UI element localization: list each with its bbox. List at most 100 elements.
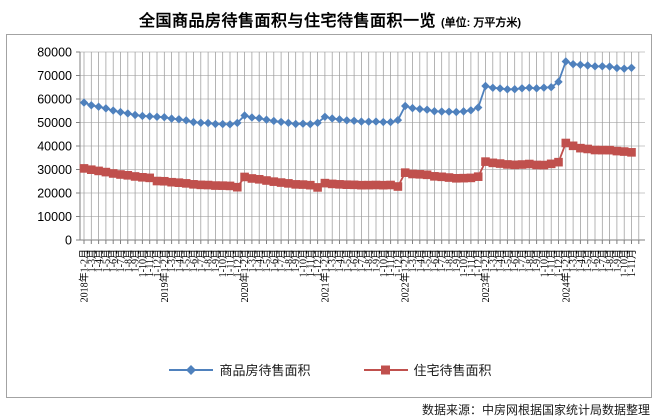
series-residential-marker	[473, 172, 483, 181]
series-commodity-marker	[233, 118, 242, 128]
series-residential-marker	[189, 180, 198, 189]
series-residential-marker	[466, 173, 476, 183]
series-commodity-marker	[437, 107, 446, 116]
x-axis-label: 1-12月	[312, 249, 324, 277]
legend-label-commodity: 商品房待售面积	[219, 363, 311, 378]
x-axis-label: 1-7月	[195, 249, 207, 272]
series-commodity-marker	[393, 115, 403, 125]
series-residential-marker	[327, 179, 337, 189]
x-axis-label: 1-11月	[305, 249, 317, 277]
series-residential-marker	[145, 173, 154, 183]
y-axis-label: 0	[65, 234, 72, 248]
series-residential-marker	[233, 182, 242, 192]
series-commodity-marker	[116, 107, 125, 117]
x-axis-label: 1-6月	[268, 249, 280, 272]
legend: 商品房待售面积 住宅待售面积	[0, 360, 660, 379]
x-axis-label: 1-7月	[356, 249, 368, 272]
diamond-marker-icon	[169, 364, 214, 375]
x-axis-label: 1-9月	[451, 249, 463, 272]
x-axis-label: 1-3月	[246, 249, 258, 272]
series-commodity-marker	[284, 118, 293, 128]
x-axis-label: 2019年1-2月	[158, 249, 171, 302]
series-residential-marker	[262, 176, 271, 185]
series-residential-marker	[291, 180, 300, 189]
series-residential-marker	[174, 178, 184, 187]
y-axis-label: 20000	[37, 187, 72, 201]
series-commodity-marker	[152, 112, 162, 122]
x-axis-label: 1-9月	[290, 249, 302, 272]
series-residential-marker	[276, 178, 286, 187]
x-axis-label: 1-3月	[166, 249, 178, 272]
y-axis-label: 40000	[37, 140, 72, 154]
series-residential-marker	[247, 174, 257, 183]
x-axis-label: 1-10月	[298, 249, 310, 277]
x-axis-label: 1-11月	[546, 249, 558, 277]
data-source-note: 数据来源：中房网根据国家统计局数据整理	[421, 403, 650, 417]
x-axis-label: 1-11月	[225, 249, 237, 277]
series-residential-marker	[116, 170, 125, 179]
x-axis-label: 1-4月	[495, 249, 507, 272]
x-axis-label: 1-4月	[414, 249, 426, 272]
series-commodity-marker	[291, 119, 300, 129]
series-residential-marker	[349, 180, 359, 190]
series-commodity-marker	[87, 101, 96, 110]
y-axis-label: 30000	[37, 163, 72, 177]
series-residential-marker	[371, 180, 381, 190]
x-axis-label: 1-5月	[100, 249, 112, 272]
series-commodity-marker	[269, 116, 278, 126]
x-axis-label: 1-4月	[254, 249, 266, 272]
x-axis-label: 1-6月	[509, 249, 521, 272]
x-axis-label: 1-12月	[232, 249, 244, 277]
x-axis-label: 1-11月	[385, 249, 397, 277]
series-residential-marker	[444, 173, 454, 182]
series-commodity-marker	[101, 104, 111, 113]
series-commodity-marker	[342, 116, 351, 125]
series-residential-marker	[342, 180, 352, 189]
series-residential-marker	[619, 147, 629, 156]
x-axis-label: 1-8月	[363, 249, 375, 272]
series-commodity-marker	[313, 118, 322, 128]
series-residential-marker	[284, 179, 293, 188]
x-axis-label: 1-3月	[407, 249, 419, 272]
x-axis-label: 2022年1-2月	[399, 249, 412, 302]
series-commodity-marker	[568, 59, 578, 69]
series-commodity-marker	[459, 107, 468, 116]
x-axis-label: 1-9月	[531, 249, 543, 272]
series-commodity-marker	[605, 62, 614, 71]
x-axis-label: 1-4月	[575, 249, 587, 272]
series-residential-marker	[379, 180, 388, 190]
series-commodity-marker	[444, 107, 454, 116]
x-axis-label: 1-3月	[487, 249, 499, 272]
x-axis-label: 1-6月	[429, 249, 441, 272]
x-axis-label: 1-10月	[137, 249, 149, 277]
series-residential-marker	[488, 158, 498, 168]
series-residential-marker	[576, 143, 585, 153]
series-commodity-marker	[415, 104, 424, 114]
y-axis-label: 70000	[37, 69, 72, 83]
series-residential-marker	[532, 160, 541, 170]
series-commodity-marker	[160, 113, 169, 122]
series-residential-marker	[481, 157, 490, 166]
series-residential-marker	[306, 180, 315, 190]
series-residential-marker	[612, 146, 622, 156]
x-axis-label: 1-6月	[590, 249, 602, 272]
series-commodity-marker	[576, 60, 585, 70]
series-residential-marker	[240, 172, 249, 182]
series-commodity-marker	[386, 117, 395, 127]
x-axis-label: 1-3月	[86, 249, 98, 272]
series-residential-marker	[415, 170, 425, 179]
x-axis-label: 1-8月	[524, 249, 536, 272]
y-axis-label: 80000	[37, 46, 72, 60]
x-axis-label: 1-4月	[173, 249, 185, 272]
x-axis-label: 1-7月	[276, 249, 288, 272]
y-axis-label: 50000	[37, 116, 72, 130]
series-commodity-marker	[328, 114, 337, 123]
x-axis-label: 2020年1-2月	[238, 249, 251, 302]
x-axis-label: 1-12月	[152, 249, 164, 277]
series-residential-marker	[590, 145, 600, 155]
series-commodity-marker	[517, 84, 527, 93]
series-commodity-marker	[211, 119, 220, 129]
series-commodity-marker	[452, 107, 461, 117]
series-residential-marker	[430, 172, 439, 181]
